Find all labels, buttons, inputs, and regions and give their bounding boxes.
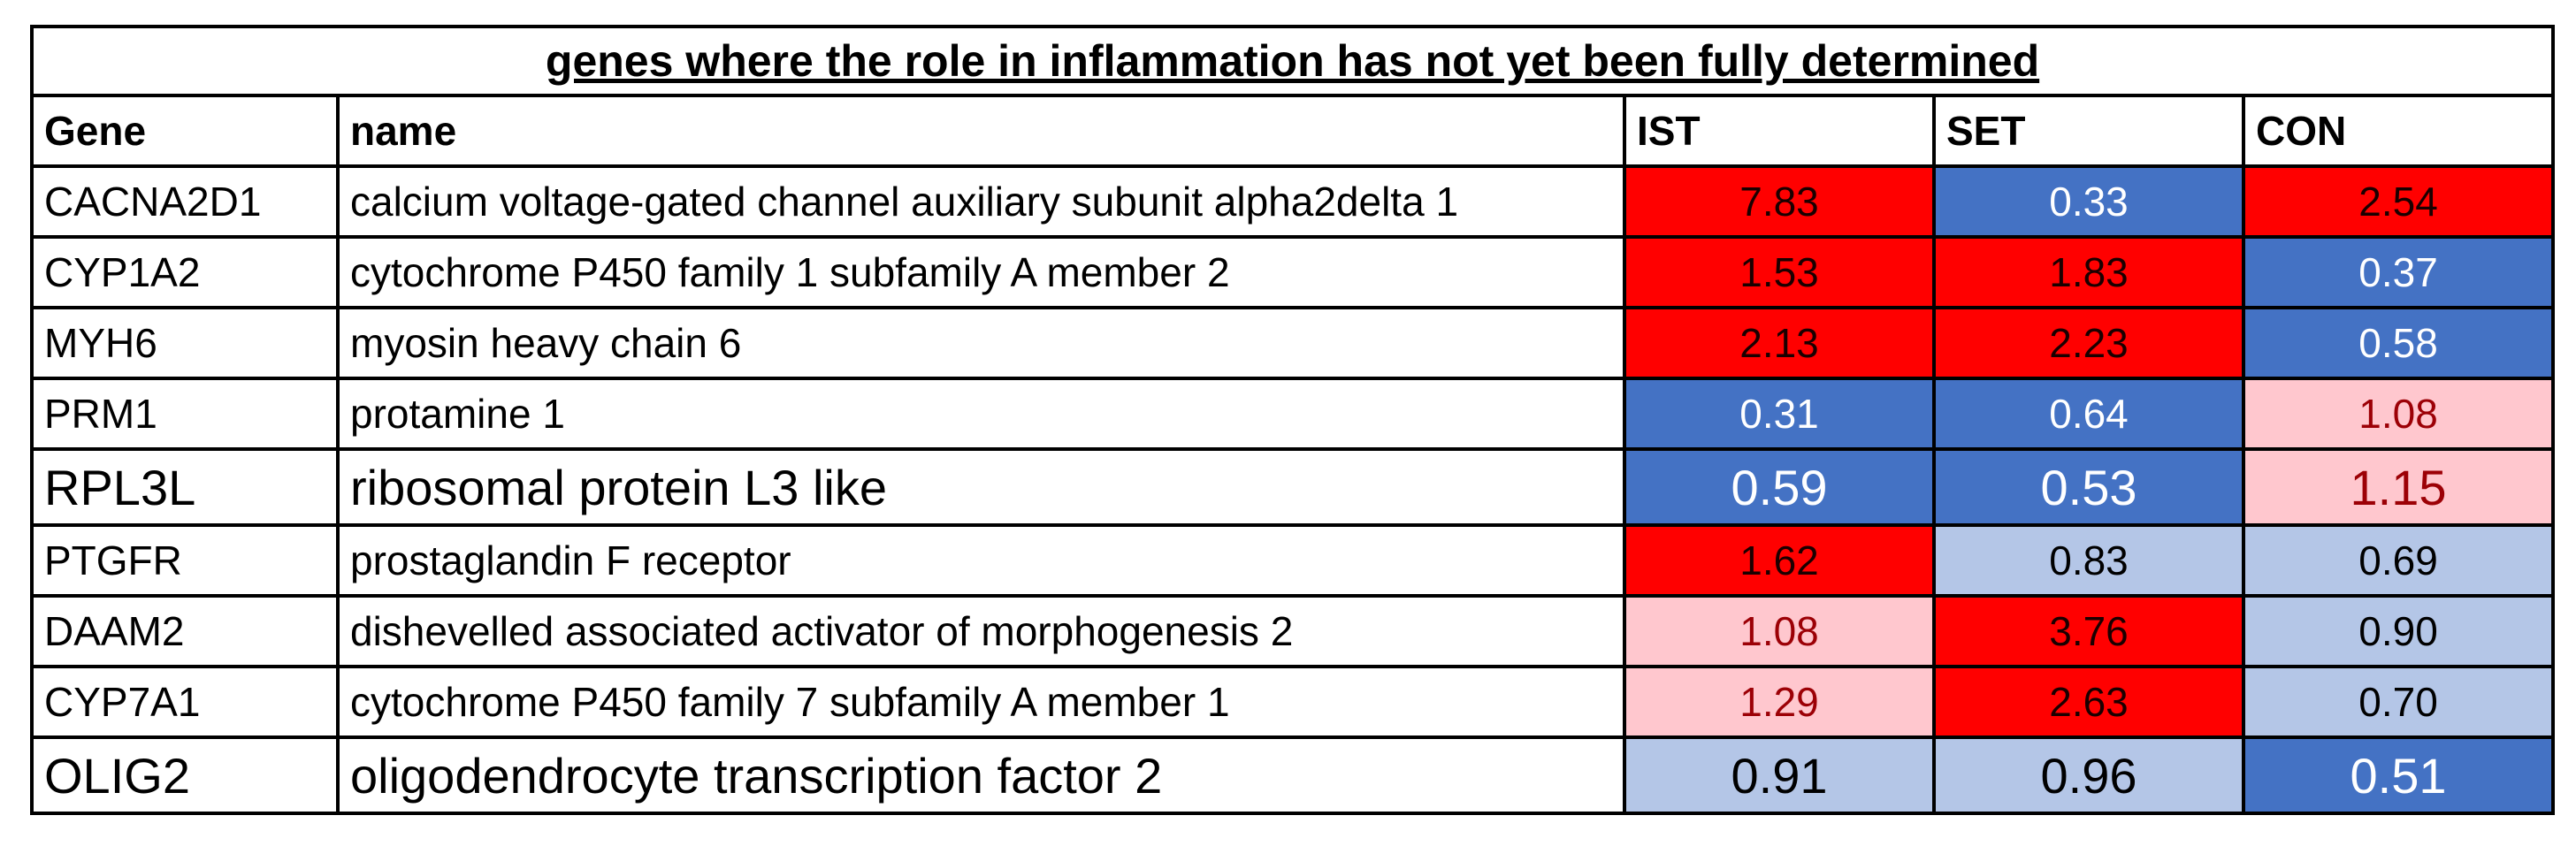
gene-name-cell: myosin heavy chain 6 (336, 306, 1626, 380)
set-value-cell: 0.53 (1932, 447, 2245, 527)
ist-value-cell: 0.91 (1623, 735, 1936, 815)
ist-value-cell: 0.31 (1623, 377, 1936, 451)
gene-name-cell: protamine 1 (336, 377, 1626, 451)
set-value-cell: 0.64 (1932, 377, 2245, 451)
set-value-cell: 0.33 (1932, 164, 2245, 239)
gene-name-cell: ribosomal protein L3 like (336, 447, 1626, 527)
con-value-cell: 0.69 (2241, 523, 2556, 598)
gene-name-cell: cytochrome P450 family 1 subfamily A mem… (336, 235, 1626, 309)
gene-table: genes where the role in inflammation has… (29, 25, 2556, 815)
gene-name-cell: dishevelled associated activator of morp… (336, 594, 1626, 668)
header-ist: IST (1623, 94, 1936, 168)
header-name: name (336, 94, 1626, 168)
header-gene: Gene (30, 94, 340, 168)
con-value-cell: 0.51 (2241, 735, 2556, 815)
ist-value-cell: 1.08 (1623, 594, 1936, 668)
table-row: CYP7A1 cytochrome P450 family 7 subfamily… (30, 665, 2556, 739)
table-row: MYH6 myosin heavy chain 6 2.13 2.23 0.58 (30, 306, 2556, 380)
con-value-cell: 1.08 (2241, 377, 2556, 451)
gene-symbol-cell: PRM1 (30, 377, 340, 451)
table-row: RPL3L ribosomal protein L3 like 0.59 0.53 1.… (30, 447, 2556, 527)
set-value-cell: 0.83 (1932, 523, 2245, 598)
table-row: CYP1A2 cytochrome P450 family 1 subfamily… (30, 235, 2556, 309)
ist-value-cell: 0.59 (1623, 447, 1936, 527)
table-row: CACNA2D1 calcium voltage-gated channel au… (30, 164, 2556, 239)
gene-symbol-cell: OLIG2 (30, 735, 340, 815)
gene-name-cell: calcium voltage-gated channel auxiliary … (336, 164, 1626, 239)
con-value-cell: 0.37 (2241, 235, 2556, 309)
set-value-cell: 2.63 (1932, 665, 2245, 739)
gene-symbol-cell: PTGFR (30, 523, 340, 598)
con-value-cell: 2.54 (2241, 164, 2556, 239)
table-row: OLIG2 oligodendrocyte transcription facto… (30, 735, 2556, 815)
table-row: PTGFR prostaglandin F receptor 1.62 0.83 0.6… (30, 523, 2556, 598)
gene-symbol-cell: RPL3L (30, 447, 340, 527)
gene-symbol-cell: DAAM2 (30, 594, 340, 668)
table-body: CACNA2D1 calcium voltage-gated channel au… (30, 164, 2556, 815)
gene-name-cell: prostaglandin F receptor (336, 523, 1626, 598)
con-value-cell: 1.15 (2241, 447, 2556, 527)
con-value-cell: 0.58 (2241, 306, 2556, 380)
header-row: Gene name IST SET CON (30, 94, 2556, 168)
table-row: DAAM2 dishevelled associated activator of… (30, 594, 2556, 668)
ist-value-cell: 2.13 (1623, 306, 1936, 380)
gene-symbol-cell: CYP7A1 (30, 665, 340, 739)
gene-symbol-cell: CACNA2D1 (30, 164, 340, 239)
set-value-cell: 0.96 (1932, 735, 2245, 815)
set-value-cell: 2.23 (1932, 306, 2245, 380)
header-set: SET (1932, 94, 2245, 168)
con-value-cell: 0.70 (2241, 665, 2556, 739)
gene-symbol-cell: MYH6 (30, 306, 340, 380)
gene-name-cell: cytochrome P450 family 7 subfamily A mem… (336, 665, 1626, 739)
gene-symbol-cell: CYP1A2 (30, 235, 340, 309)
ist-value-cell: 1.62 (1623, 523, 1936, 598)
set-value-cell: 1.83 (1932, 235, 2245, 309)
table-title: genes where the role in inflammation has… (29, 25, 2556, 97)
gene-name-cell: oligodendrocyte transcription factor 2 (336, 735, 1626, 815)
con-value-cell: 0.90 (2241, 594, 2556, 668)
ist-value-cell: 1.53 (1623, 235, 1936, 309)
ist-value-cell: 7.83 (1623, 164, 1936, 239)
ist-value-cell: 1.29 (1623, 665, 1936, 739)
table-row: PRM1 protamine 1 0.31 0.64 1.08 (30, 377, 2556, 451)
set-value-cell: 3.76 (1932, 594, 2245, 668)
header-con: CON (2241, 94, 2556, 168)
